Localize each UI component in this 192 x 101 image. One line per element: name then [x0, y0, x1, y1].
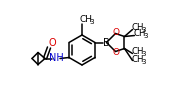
Text: O: O — [48, 38, 56, 48]
Text: CH: CH — [79, 15, 93, 25]
Text: 3: 3 — [141, 51, 146, 57]
Text: B: B — [103, 37, 110, 47]
Text: CH: CH — [131, 47, 144, 56]
Text: 3: 3 — [89, 19, 94, 25]
Text: NH: NH — [49, 53, 63, 63]
Text: CH: CH — [133, 29, 146, 38]
Text: CH: CH — [131, 55, 144, 64]
Text: 3: 3 — [141, 59, 146, 65]
Text: O: O — [113, 48, 120, 57]
Text: CH: CH — [131, 23, 144, 32]
Text: 3: 3 — [143, 33, 148, 39]
Text: O: O — [113, 28, 120, 37]
Text: 3: 3 — [141, 27, 146, 33]
